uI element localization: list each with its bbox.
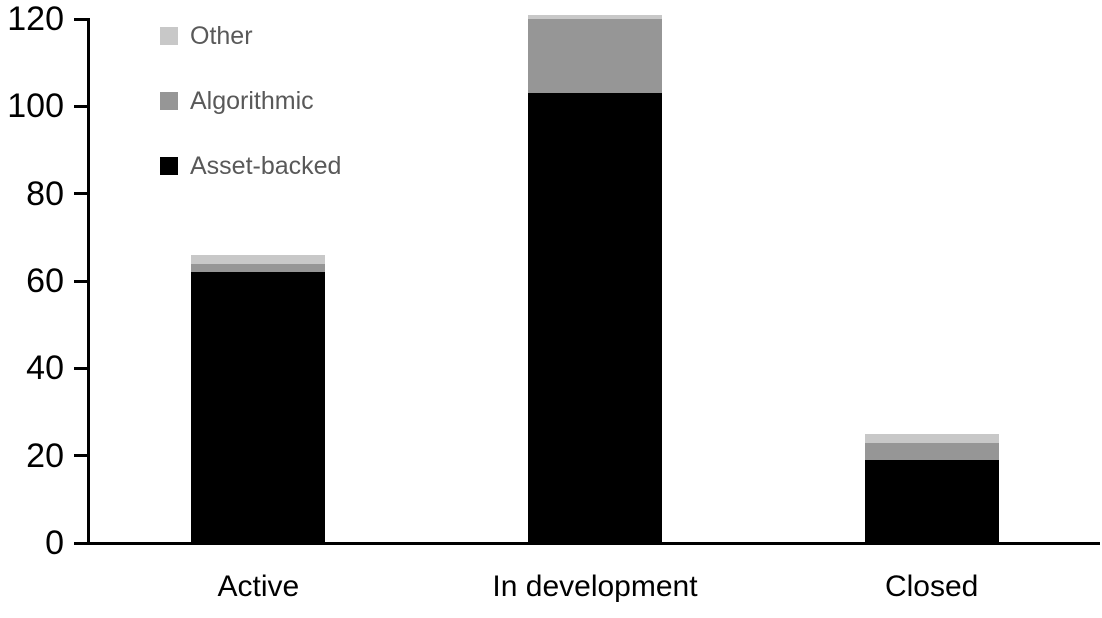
legend-swatch-asset-backed-icon (160, 157, 178, 175)
y-tick-label-80: 80 (26, 174, 64, 213)
y-tick-label-100: 100 (7, 87, 64, 126)
y-tick-120 (74, 17, 90, 21)
legend-swatch-other-icon (160, 27, 178, 45)
bar-segment-algorithmic-closed (864, 442, 999, 461)
legend-item-asset-backed: Asset-backed (160, 152, 341, 180)
category-label-closed: Closed (884, 570, 979, 603)
legend-item-algorithmic: Algorithmic (160, 87, 314, 115)
category-label-active: Active (217, 570, 300, 603)
bar-segment-asset-backed-in-development (528, 93, 662, 543)
bar-segment-algorithmic-active (191, 263, 326, 273)
y-tick-label-0: 0 (45, 524, 64, 562)
y-tick-0 (74, 541, 90, 545)
bar-segment-other-in-development (528, 14, 662, 19)
bar-segment-asset-backed-active (191, 272, 326, 543)
category-label-in-development: In development (492, 570, 698, 603)
y-tick-100 (74, 104, 90, 108)
legend-label-asset-backed: Asset-backed (190, 151, 342, 180)
bar-segment-other-active (191, 254, 326, 264)
bar-segment-other-closed (864, 433, 999, 443)
y-tick-60 (74, 279, 90, 283)
y-tick-80 (74, 192, 90, 196)
y-tick-label-40: 40 (26, 349, 64, 388)
y-tick-label-20: 20 (26, 436, 64, 475)
y-tick-label-120: 120 (7, 0, 64, 38)
bar-segment-algorithmic-in-development (528, 19, 662, 94)
y-tick-20 (74, 454, 90, 458)
legend-item-other: Other (160, 22, 253, 50)
legend-swatch-algorithmic-icon (160, 92, 178, 110)
legend-label-algorithmic: Algorithmic (190, 86, 314, 115)
y-tick-40 (74, 366, 90, 370)
x-axis-line (74, 541, 1100, 545)
y-tick-label-60: 60 (26, 262, 64, 300)
legend-label-other: Other (190, 21, 253, 50)
bar-segment-asset-backed-closed (864, 460, 999, 543)
